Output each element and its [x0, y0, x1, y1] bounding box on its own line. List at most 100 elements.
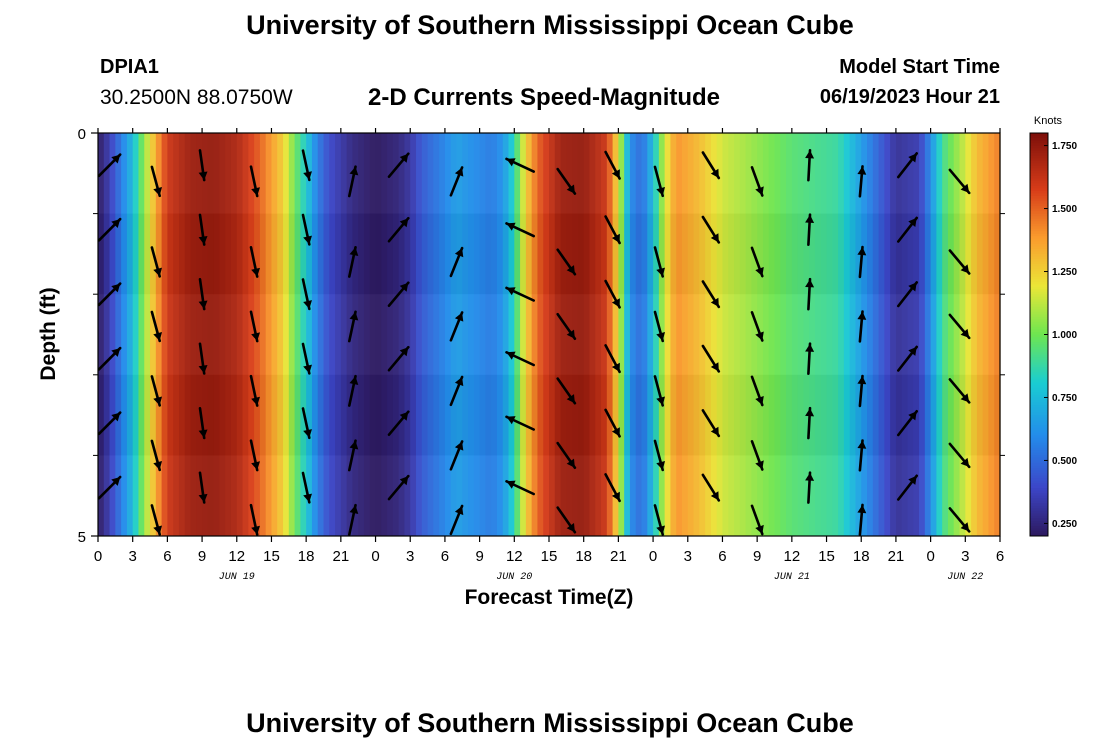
current-arrow	[198, 406, 208, 440]
heatmap-cell	[705, 133, 712, 536]
depth-band	[98, 455, 1000, 536]
colorbar-tick-label: 0.750	[1052, 393, 1077, 404]
y-axis-label: Depth (ft)	[37, 287, 60, 380]
colorbar-segment	[1030, 321, 1048, 325]
colorbar-segment	[1030, 291, 1048, 295]
current-arrow	[701, 344, 721, 373]
heatmap-cell	[780, 133, 787, 536]
arrow-head	[399, 153, 409, 163]
heatmap-cell	[583, 133, 591, 536]
colorbar-segment	[1030, 498, 1048, 502]
current-arrow	[505, 222, 536, 238]
heatmap-cell	[126, 133, 134, 536]
colorbar-segment	[1030, 427, 1048, 431]
heatmap-cell	[109, 133, 116, 536]
arrow-head	[710, 168, 719, 178]
arrow-head	[566, 458, 575, 468]
x-tick-label: 6	[996, 548, 1004, 565]
heatmap-cell	[809, 133, 816, 536]
current-arrow	[948, 313, 971, 340]
colorbar-tick-label: 1.500	[1052, 204, 1077, 215]
heatmap-cell	[843, 133, 851, 536]
arrow-head	[611, 491, 620, 501]
heatmap-cell	[161, 133, 168, 536]
station-coordinates: 30.2500N 88.0750W	[100, 86, 293, 109]
colorbar-segment	[1030, 402, 1048, 406]
arrow-head	[960, 328, 970, 338]
colorbar-segment	[1030, 258, 1048, 262]
colorbar-segment	[1030, 233, 1048, 237]
heatmap-cell	[595, 133, 602, 536]
current-arrow	[449, 440, 464, 471]
heatmap-cell	[271, 133, 278, 536]
colorbar-segment	[1030, 339, 1048, 343]
heatmap-cell	[178, 133, 186, 536]
heatmap-cell	[190, 133, 197, 536]
heatmap-cell	[230, 133, 238, 536]
current-arrow	[556, 312, 577, 341]
colorbar-segment	[1030, 382, 1048, 386]
arrow-head	[908, 153, 917, 163]
colorbar-segment	[1030, 329, 1048, 333]
colorbar-segment	[1030, 140, 1048, 144]
colorbar-segment	[1030, 251, 1048, 255]
colorbar-segment	[1030, 223, 1048, 227]
heatmap-cell	[549, 133, 556, 536]
current-arrow	[556, 441, 577, 470]
heatmap-cell	[826, 133, 833, 536]
current-arrow	[750, 166, 764, 197]
colorbar-segment	[1030, 195, 1048, 199]
colorbar-segment	[1030, 530, 1048, 534]
colorbar-segment	[1030, 206, 1048, 210]
current-arrow	[449, 375, 464, 407]
heatmap-cell	[641, 133, 648, 536]
current-arrow	[896, 474, 919, 501]
arrow-head	[454, 506, 464, 516]
current-arrow	[198, 342, 208, 375]
current-arrow	[653, 165, 665, 198]
current-arrow	[857, 439, 867, 472]
heatmap-cell	[681, 133, 689, 536]
arrow-head	[399, 282, 409, 292]
current-arrow	[948, 378, 971, 404]
colorbar-segment	[1030, 173, 1048, 177]
arrow-head	[566, 523, 575, 533]
current-arrow	[387, 216, 410, 243]
colorbar-segment	[1030, 266, 1048, 270]
heatmap-cell	[537, 133, 544, 536]
current-arrow	[653, 246, 665, 278]
arrow-head	[198, 429, 208, 438]
heatmap-cell	[791, 133, 799, 536]
heatmap-cell	[294, 133, 301, 536]
colorbar-segment	[1030, 269, 1048, 273]
colorbar-segment	[1030, 158, 1048, 162]
colorbar-segment	[1030, 415, 1048, 419]
page-title: University of Southern Mississippi Ocean…	[246, 10, 854, 40]
arrow-head	[805, 214, 815, 223]
heatmap-cell	[138, 133, 145, 536]
heatmap-cell	[398, 133, 406, 536]
heatmap-cell	[693, 133, 700, 536]
x-tick-label: 15	[263, 548, 280, 565]
heatmap-cell	[167, 133, 174, 536]
arrow-head	[611, 362, 620, 372]
heatmap-cell	[988, 133, 995, 536]
colorbar-segment	[1030, 248, 1048, 252]
current-arrow	[556, 506, 577, 534]
colorbar-segment	[1030, 319, 1048, 323]
colorbar-segment	[1030, 457, 1048, 461]
colorbar-segment	[1030, 193, 1048, 197]
arrow-head	[960, 264, 970, 274]
current-arrow	[750, 246, 764, 278]
colorbar-segment	[1030, 238, 1048, 242]
axes: 0 3 6 9 12 15 18 21 0 3 6 9 12 15 18 21 0 3 6 9 12 15 18 21 0 3 6 J…	[78, 126, 1005, 583]
colorbar-segment	[1030, 170, 1048, 174]
current-arrow	[150, 439, 162, 472]
date-label: JUN 20	[496, 572, 532, 583]
depth-band-overlay	[98, 133, 1000, 536]
arrow-head	[349, 311, 359, 321]
colorbar-tick-label: 0.500	[1052, 456, 1077, 467]
arrow-head	[153, 267, 162, 277]
arrow-head	[710, 233, 719, 243]
